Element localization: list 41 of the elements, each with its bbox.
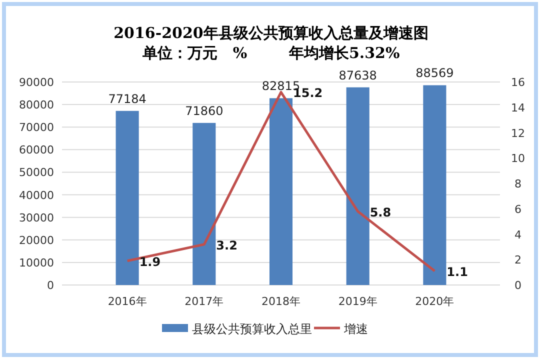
y-tick-label: 10000: [19, 256, 54, 270]
x-tick-label: 2017年: [184, 295, 224, 308]
bar: [116, 110, 139, 285]
y2-tick-label: 14: [511, 101, 525, 114]
legend-label: 增速: [343, 322, 368, 336]
y2-tick-label: 0: [514, 279, 522, 292]
data-label: 88569: [416, 66, 454, 80]
x-tick-label: 2019年: [338, 295, 378, 308]
y-tick-label: 70000: [19, 121, 54, 134]
y-tick-label: 80000: [19, 98, 54, 112]
y-tick-label: 90000: [19, 76, 54, 89]
y2-tick-label: 4: [514, 228, 522, 242]
data-label: 1.9: [139, 254, 161, 269]
y2-tick-label: 10: [511, 152, 525, 166]
y2-tick-label: 6: [514, 202, 522, 216]
y2-tick-label: 8: [514, 178, 522, 190]
data-label: 87638: [338, 68, 377, 82]
data-label: 1.1: [446, 265, 468, 280]
data-label: 77184: [108, 92, 146, 106]
y-tick-label: 50000: [19, 166, 54, 180]
data-label: 3.2: [216, 238, 238, 252]
y-tick-label: 40000: [19, 188, 54, 202]
y-tick-label: 20000: [19, 234, 54, 247]
x-tick-label: 2020年: [415, 295, 454, 308]
chart-title: 2016-2020年县级公共预算收入总量及增速图: [114, 24, 428, 42]
chart-subtitle: 单位：万元 % 年均增长5.32%: [141, 44, 400, 62]
y2-tick-label: 2: [514, 254, 522, 267]
y-tick-label: 30000: [19, 211, 54, 224]
data-label: 71860: [185, 104, 224, 118]
bar: [346, 87, 370, 285]
bar: [269, 98, 293, 285]
y2-tick-label: 12: [511, 126, 525, 140]
y-tick-label: 0: [47, 279, 54, 292]
bar: [192, 122, 216, 285]
y2-tick-label: 16: [511, 76, 525, 89]
x-tick-label: 2016年: [108, 295, 147, 308]
bar: [423, 85, 446, 285]
data-label: 5.8: [370, 205, 392, 220]
legend-label: 县级公共预算收入总里: [192, 322, 312, 336]
x-tick-label: 2018年: [262, 295, 300, 308]
y-tick-label: 60000: [19, 144, 54, 157]
